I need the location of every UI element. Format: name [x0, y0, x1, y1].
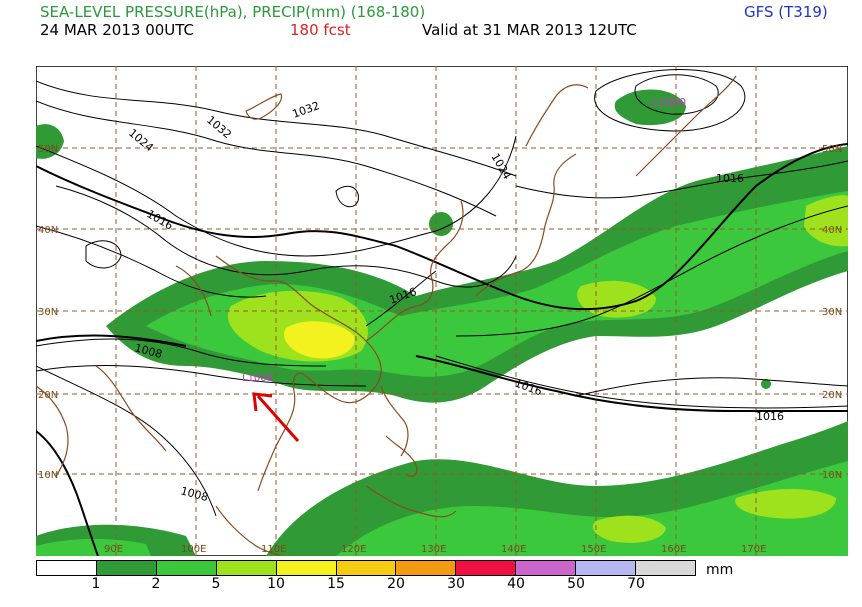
lat-label: 40N [822, 225, 842, 236]
legend-level: 30 [447, 576, 465, 592]
lat-label: 10N [822, 470, 842, 481]
legend-level: 5 [211, 576, 221, 592]
legend-swatch [276, 561, 337, 575]
lon-label: 150E [581, 544, 606, 555]
model-label: GFS (T319) [744, 3, 828, 21]
legend-swatch [456, 561, 517, 575]
lat-label: 10N [38, 470, 58, 481]
legend-level: 1 [91, 576, 101, 592]
legend-swatch [636, 561, 695, 575]
legend-level: 2 [151, 576, 161, 592]
forecast-hour: 180 fcst [290, 21, 351, 39]
run-time: 24 MAR 2013 00UTC [40, 21, 195, 39]
precip-area [336, 461, 848, 556]
lat-label: 20N [822, 390, 842, 401]
isobar-label: 1016 [716, 172, 744, 185]
legend-level: 40 [507, 576, 525, 592]
lon-label: 120E [341, 544, 366, 555]
legend-level: 70 [627, 576, 645, 592]
map-canvas: 90E 100E 110E 120E 130E 140E 150E 160E 1… [36, 66, 848, 556]
lat-label: 40N [38, 225, 58, 236]
precip-area [592, 515, 666, 543]
lon-label: 110E [261, 544, 286, 555]
lon-label: 170E [741, 544, 766, 555]
precip-area [761, 379, 771, 389]
legend-swatch [336, 561, 397, 575]
chart-title: SEA-LEVEL PRESSURE(hPa), PRECIP(mm) (168… [40, 3, 426, 21]
precip-area [735, 489, 836, 519]
lat-label: 50N [822, 144, 842, 155]
precip-area [284, 321, 355, 359]
legend-swatch [396, 561, 457, 575]
legend-swatch [576, 561, 637, 575]
weather-map[interactable]: 90E 100E 110E 120E 130E 140E 150E 160E 1… [36, 66, 848, 556]
isobars [36, 69, 848, 517]
legend-swatch [216, 561, 277, 575]
precip-area [36, 538, 151, 556]
lon-label: 140E [501, 544, 526, 555]
legend-level: 15 [327, 576, 345, 592]
lat-label: 30N [38, 307, 58, 318]
legend-level: 50 [567, 576, 585, 592]
lat-label: 30N [822, 307, 842, 318]
precip-area [614, 89, 686, 126]
lon-label: 130E [421, 544, 446, 555]
annotation-arrow [252, 392, 300, 442]
legend-swatch [156, 561, 217, 575]
lat-label: 20N [38, 390, 58, 401]
lon-label: 90E [104, 544, 123, 555]
legend-level: 20 [387, 576, 405, 592]
legend-swatch [516, 561, 577, 575]
legend-level: 10 [267, 576, 285, 592]
legend-swatch [37, 561, 97, 575]
lon-label: 100E [181, 544, 206, 555]
valid-time: Valid at 31 MAR 2013 12UTC [422, 21, 637, 39]
isobar-1016 [36, 143, 848, 556]
low-pressure-label: L1000 [652, 96, 686, 109]
low-pressure-label: L1008 [242, 373, 273, 384]
legend-unit: mm [706, 562, 734, 578]
isobar-label: 1016 [756, 410, 784, 423]
legend-swatch [96, 561, 157, 575]
precip-area [429, 212, 453, 236]
coastlines [36, 75, 737, 556]
precip-area [804, 195, 848, 247]
lon-label: 160E [661, 544, 686, 555]
precip-legend [36, 560, 696, 576]
lat-label: 50N [38, 144, 58, 155]
precip-area [36, 124, 64, 159]
